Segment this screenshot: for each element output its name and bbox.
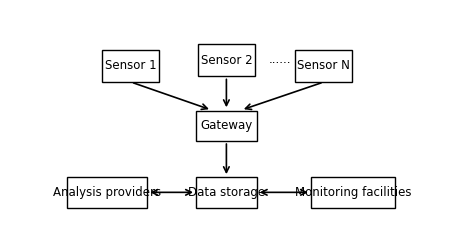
FancyBboxPatch shape: [198, 44, 255, 76]
FancyBboxPatch shape: [196, 111, 257, 141]
Text: Gateway: Gateway: [201, 119, 253, 132]
Text: Data storage: Data storage: [188, 186, 265, 199]
FancyBboxPatch shape: [102, 50, 159, 82]
Text: Sensor 1: Sensor 1: [105, 59, 157, 72]
FancyBboxPatch shape: [311, 177, 395, 208]
FancyBboxPatch shape: [66, 177, 147, 208]
Text: Sensor 2: Sensor 2: [201, 54, 252, 67]
FancyBboxPatch shape: [295, 50, 352, 82]
Text: Monitoring facilities: Monitoring facilities: [295, 186, 411, 199]
Text: Analysis providers: Analysis providers: [53, 186, 161, 199]
Text: Sensor N: Sensor N: [297, 59, 350, 72]
Text: ......: ......: [268, 53, 291, 66]
FancyBboxPatch shape: [196, 177, 257, 208]
